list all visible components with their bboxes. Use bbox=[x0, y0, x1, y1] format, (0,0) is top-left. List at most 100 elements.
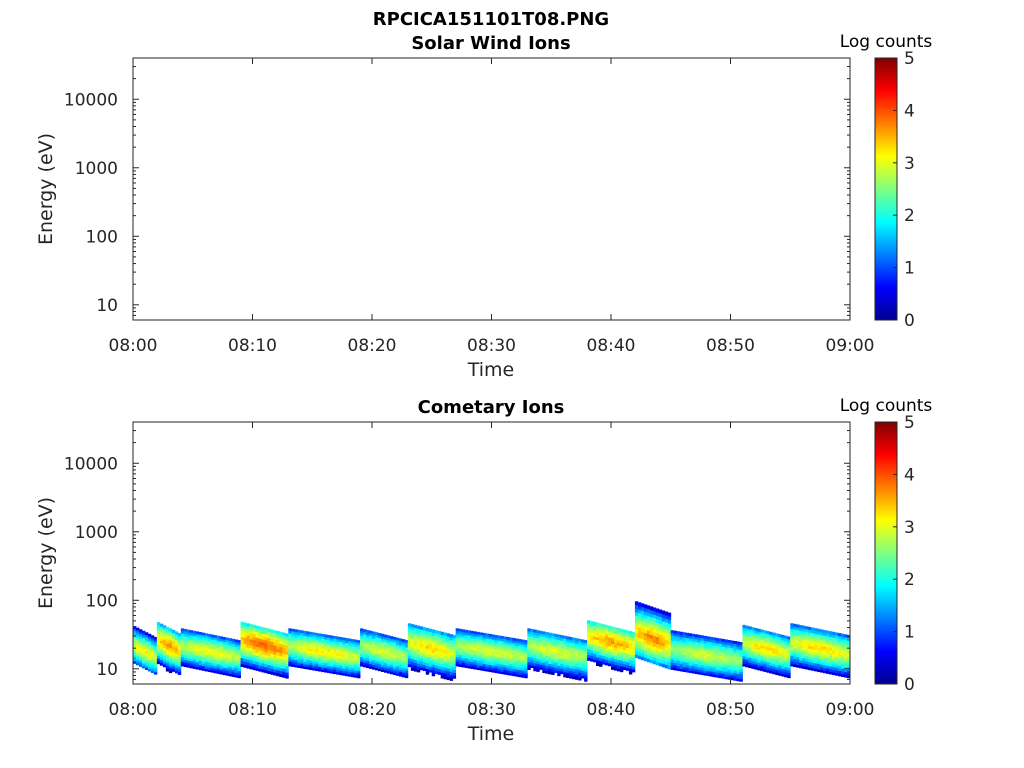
heatmap-cell bbox=[691, 643, 696, 647]
heatmap-cell bbox=[709, 671, 713, 675]
heatmap-cell bbox=[748, 641, 752, 645]
heatmap-cell bbox=[282, 665, 286, 669]
heatmap-cell bbox=[428, 651, 433, 656]
heatmap-cell bbox=[357, 642, 361, 646]
heatmap-cell bbox=[372, 648, 376, 651]
heatmap-cell bbox=[545, 665, 549, 669]
heatmap-cell bbox=[219, 643, 224, 647]
heatmap-cell bbox=[847, 640, 851, 644]
heatmap-cell bbox=[643, 643, 648, 648]
heatmap-cell bbox=[581, 660, 585, 664]
heatmap-cell bbox=[237, 675, 241, 679]
heatmap-cell bbox=[847, 659, 851, 663]
heatmap-cell bbox=[458, 659, 463, 663]
heatmap-cell bbox=[566, 669, 570, 673]
heatmap-cell bbox=[506, 651, 510, 654]
heatmap-cell bbox=[560, 653, 564, 657]
heatmap-cell bbox=[757, 633, 761, 637]
heatmap-cell bbox=[270, 635, 274, 639]
heatmap-cell bbox=[730, 642, 734, 646]
heatmap-cell bbox=[458, 635, 463, 639]
heatmap-cell bbox=[772, 637, 776, 641]
heatmap-cell bbox=[330, 649, 334, 653]
heatmap-cell bbox=[482, 651, 486, 655]
heatmap-cell bbox=[533, 660, 537, 664]
heatmap-cell bbox=[135, 634, 140, 638]
heatmap-cell bbox=[159, 640, 164, 644]
heatmap-cell bbox=[685, 642, 690, 646]
heatmap-cell bbox=[512, 666, 516, 670]
heatmap-cell bbox=[530, 652, 534, 656]
heatmap-cell bbox=[165, 626, 170, 630]
heatmap-cell bbox=[847, 675, 851, 679]
heatmap-cell bbox=[192, 654, 197, 658]
heatmap-cell bbox=[333, 659, 337, 663]
heatmap-cell bbox=[440, 643, 445, 647]
heatmap-cell bbox=[679, 666, 684, 670]
heatmap-cell bbox=[551, 659, 555, 663]
heatmap-cell bbox=[769, 631, 773, 635]
heatmap-cell bbox=[252, 651, 256, 656]
y-axis-label: Energy (eV) bbox=[35, 497, 57, 609]
heatmap-cell bbox=[416, 663, 421, 667]
heatmap-cell bbox=[291, 633, 295, 637]
heatmap-cell bbox=[841, 636, 845, 640]
heatmap-cell bbox=[841, 652, 845, 656]
heatmap-cell bbox=[249, 627, 253, 631]
heatmap-cell bbox=[706, 663, 710, 667]
heatmap-cell bbox=[551, 664, 555, 668]
heatmap-cell bbox=[165, 648, 170, 653]
heatmap-cell bbox=[485, 657, 489, 660]
heatmap-cell bbox=[294, 657, 298, 661]
heatmap-cell bbox=[183, 638, 188, 642]
heatmap-cell bbox=[401, 660, 406, 664]
heatmap-cell bbox=[407, 652, 412, 656]
heatmap-cell bbox=[363, 652, 367, 656]
heatmap-cell bbox=[336, 671, 340, 675]
heatmap-cell bbox=[336, 643, 340, 647]
heatmap-cell bbox=[829, 647, 833, 651]
heatmap-cell bbox=[766, 641, 770, 645]
heatmap-cell bbox=[533, 637, 537, 641]
heatmap-cell bbox=[386, 640, 391, 643]
heatmap-cell bbox=[461, 650, 466, 654]
heatmap-cell bbox=[144, 650, 149, 654]
heatmap-cell bbox=[808, 634, 812, 639]
heatmap-cell bbox=[518, 650, 522, 654]
heatmap-cell bbox=[285, 636, 289, 640]
heatmap-cell bbox=[249, 630, 253, 634]
heatmap-cell bbox=[288, 651, 292, 655]
heatmap-cell bbox=[587, 623, 591, 627]
heatmap-cell bbox=[652, 632, 657, 637]
heatmap-cell bbox=[697, 642, 702, 646]
heatmap-cell bbox=[282, 650, 286, 654]
heatmap-cell bbox=[312, 648, 316, 652]
heatmap-cell bbox=[539, 646, 543, 650]
heatmap-cell bbox=[736, 663, 740, 667]
heatmap-cell bbox=[249, 648, 253, 652]
heatmap-cell bbox=[401, 667, 406, 671]
heatmap-cell bbox=[354, 646, 358, 650]
heatmap-cell bbox=[829, 641, 833, 646]
heatmap-cell bbox=[315, 639, 319, 643]
heatmap-cell bbox=[655, 608, 660, 613]
heatmap-cell bbox=[201, 663, 206, 667]
heatmap-cell bbox=[252, 666, 256, 671]
heatmap-cell bbox=[566, 667, 570, 671]
heatmap-cell bbox=[518, 643, 522, 647]
heatmap-cell bbox=[808, 629, 812, 633]
heatmap-cell bbox=[174, 634, 179, 638]
heatmap-cell bbox=[288, 642, 292, 646]
heatmap-cell bbox=[309, 641, 313, 645]
heatmap-cell bbox=[485, 645, 489, 648]
heatmap-cell bbox=[506, 672, 510, 676]
heatmap-cell bbox=[506, 639, 510, 643]
heatmap-cell bbox=[348, 655, 352, 658]
heatmap-cell bbox=[491, 641, 495, 645]
heatmap-cell bbox=[796, 637, 800, 641]
heatmap-cell bbox=[404, 675, 409, 679]
heatmap-cell bbox=[691, 665, 696, 669]
heatmap-cell bbox=[440, 631, 445, 636]
heatmap-cell bbox=[168, 636, 173, 640]
heatmap-cell bbox=[596, 651, 600, 655]
